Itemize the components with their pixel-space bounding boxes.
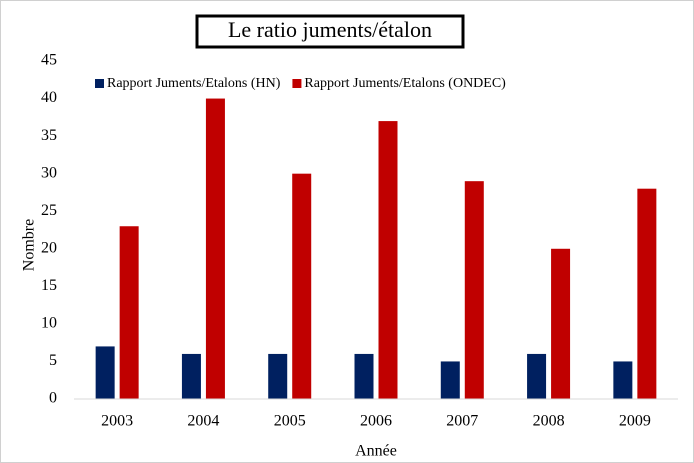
bar xyxy=(119,226,139,399)
y-tick-label: 25 xyxy=(41,202,57,219)
legend-swatch xyxy=(292,79,302,88)
x-tick-label: 2007 xyxy=(446,413,478,430)
bar xyxy=(464,181,484,399)
bar xyxy=(527,353,547,399)
bar xyxy=(440,361,460,399)
x-tick-label: 2005 xyxy=(274,413,306,430)
bar xyxy=(181,353,201,399)
bar xyxy=(354,353,374,399)
y-tick-label: 0 xyxy=(49,390,57,407)
x-tick-label: 2009 xyxy=(619,413,651,430)
bar xyxy=(551,248,571,399)
chart-title: Le ratio juments/étalon xyxy=(228,17,432,42)
y-tick-label: 35 xyxy=(41,127,57,144)
legend-swatch xyxy=(95,79,104,88)
x-tick-label: 2006 xyxy=(360,413,392,430)
y-tick-label: 20 xyxy=(41,239,57,256)
y-tick-label: 30 xyxy=(41,164,57,181)
bar xyxy=(268,353,288,399)
y-tick-label: 15 xyxy=(41,277,57,294)
x-tick-label: 2004 xyxy=(187,413,219,430)
x-tick-label: 2003 xyxy=(101,413,133,430)
bar xyxy=(292,173,312,399)
x-tick-label: 2008 xyxy=(533,413,565,430)
legend-label: Rapport Juments/Etalons (HN) xyxy=(107,76,281,91)
title-box xyxy=(195,14,465,49)
bar xyxy=(637,188,657,399)
bar xyxy=(205,98,225,400)
y-tick-label: 40 xyxy=(41,89,57,106)
y-tick-label: 10 xyxy=(41,315,57,332)
bar xyxy=(95,346,115,399)
x-axis-label: Année xyxy=(355,443,397,460)
bar xyxy=(613,361,633,399)
legend-label: Rapport Juments/Etalons (ONDEC) xyxy=(304,76,506,91)
y-axis-label: Nombre xyxy=(21,219,38,271)
y-tick-label: 45 xyxy=(41,52,57,69)
bar xyxy=(378,121,398,399)
y-tick-label: 5 xyxy=(49,352,57,369)
